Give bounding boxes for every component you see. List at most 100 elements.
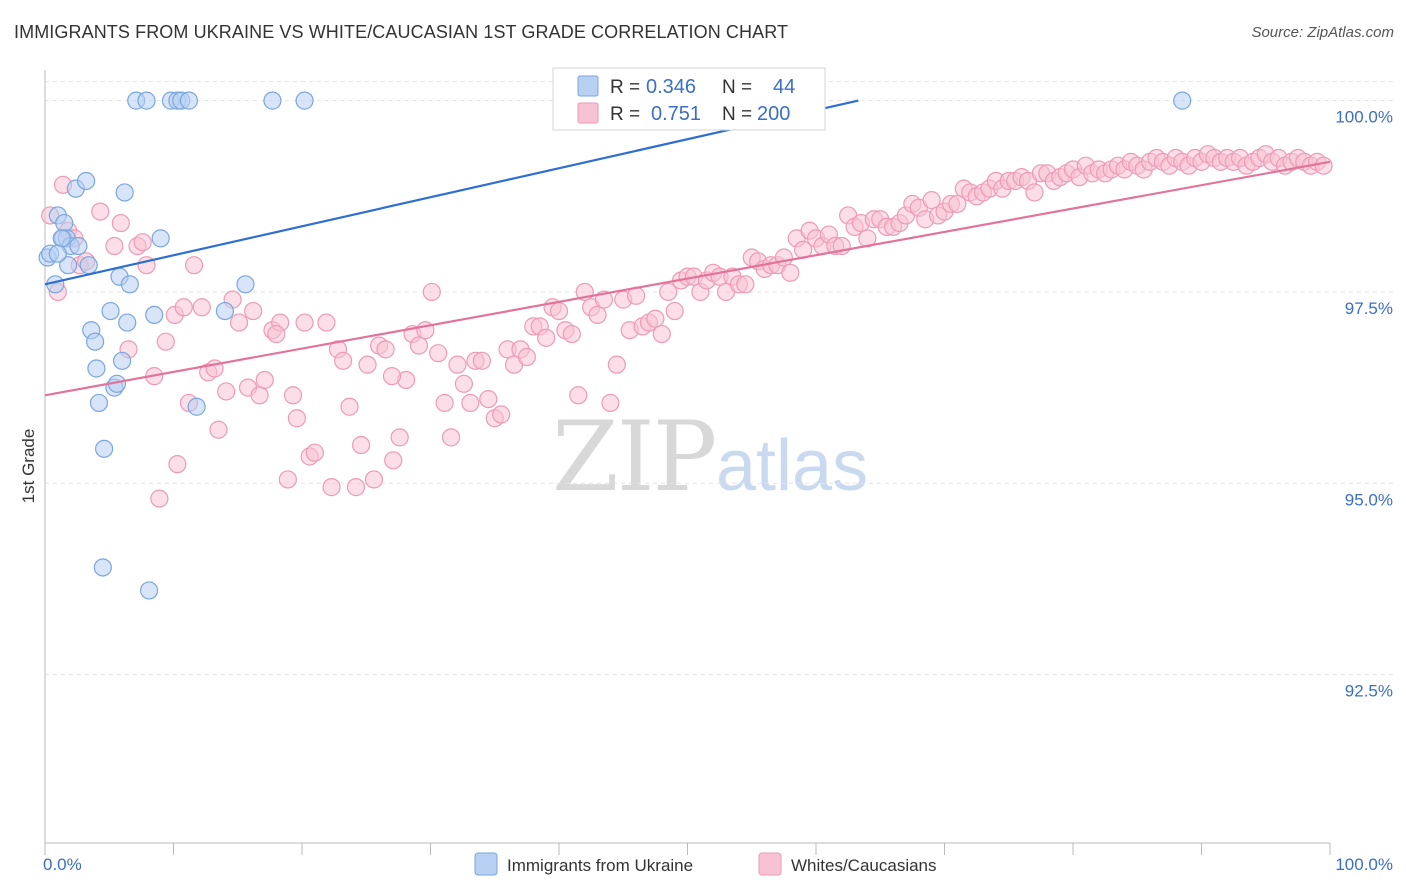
ukraine-point-43: [1173, 91, 1192, 110]
whites-point-81: [569, 386, 588, 405]
source-credit: Source: ZipAtlas.com: [1251, 24, 1394, 41]
ukraine-point-15: [89, 393, 109, 413]
whites-point-136: [922, 191, 941, 210]
ukraine-point-11: [77, 171, 96, 191]
stats-n-label-pink: N =: [722, 104, 752, 125]
whites-point-140: [948, 194, 967, 214]
whites-point-47: [352, 435, 371, 455]
x-tick-label-0: 0.0%: [43, 855, 82, 874]
ukraine-point-25: [120, 275, 139, 294]
ukraine-point-39: [295, 91, 314, 110]
whites-point-40: [305, 443, 324, 462]
whites-point-96: [665, 301, 684, 321]
ukraine-point-35: [187, 397, 206, 416]
stats-r-label-pink: R =: [610, 104, 640, 125]
watermark-zip: ZIP: [552, 401, 715, 513]
stats-r-value-blue: 0.346: [646, 76, 696, 98]
whites-point-45: [340, 397, 359, 416]
whites-point-76: [537, 328, 556, 347]
x-tick-label-1: 100.0%: [1335, 855, 1393, 874]
y-tick-labels: 92.5% 95.0% 97.5% 100.0%: [1335, 108, 1393, 701]
whites-point-9: [111, 213, 130, 233]
ukraine-point-29: [145, 305, 164, 325]
whites-point-87: [607, 355, 626, 374]
whites-point-93: [646, 309, 665, 328]
ukraine-point-16: [95, 439, 114, 458]
whites-point-80: [562, 324, 581, 344]
whites-point-49: [364, 470, 384, 489]
whites-point-46: [346, 478, 366, 497]
watermark: ZIP atlas: [552, 401, 868, 513]
stats-swatch-pink: [577, 102, 599, 124]
stats-n-value-blue: 44: [773, 76, 795, 98]
whites-point-73: [517, 347, 536, 367]
ukraine-point-42: [87, 359, 106, 378]
y-tick-label-3: 100.0%: [1335, 108, 1393, 127]
whites-point-16: [156, 332, 175, 351]
whites-point-32: [255, 370, 274, 390]
whites-point-78: [549, 301, 569, 321]
whites-point-84: [588, 305, 607, 325]
whites-point-44: [334, 351, 353, 370]
whites-point-38: [295, 313, 314, 332]
ukraine-point-24: [118, 313, 137, 332]
x-tick-labels: 0.0% 100.0%: [43, 855, 1393, 874]
whites-point-61: [441, 428, 461, 447]
series-legend: Immigrants from Ukraine Whites/Caucasian…: [474, 852, 937, 876]
whites-point-58: [422, 282, 441, 302]
ukraine-point-34: [179, 91, 199, 110]
whites-point-60: [435, 393, 454, 413]
whites-point-63: [454, 374, 474, 393]
whites-point-152: [1025, 183, 1044, 202]
legend-swatch-ukraine: [474, 852, 498, 876]
legend-swatch-whites: [758, 852, 782, 876]
ukraine-point-7: [59, 256, 78, 275]
trend-line-whites: [44, 160, 1331, 397]
whites-point-19: [174, 298, 193, 317]
whites-point-52: [384, 451, 403, 470]
whites-point-94: [652, 324, 671, 344]
stats-r-label-blue: R =: [610, 77, 640, 98]
ukraine-point-10: [69, 236, 88, 256]
whites-point-198: [382, 367, 402, 386]
whites-point-21: [184, 256, 204, 275]
whites-point-8: [105, 236, 124, 256]
whites-point-36: [283, 386, 303, 405]
whites-point-7: [91, 202, 110, 221]
ukraine-point-17: [93, 558, 112, 577]
whites-point-48: [358, 355, 377, 374]
chart-title: IMMIGRANTS FROM UKRAINE VS WHITE/CAUCASI…: [14, 22, 789, 42]
stats-swatch-blue: [577, 75, 599, 97]
whites-point-41: [317, 313, 336, 332]
whites-point-31: [250, 386, 269, 405]
whites-point-197: [1314, 156, 1333, 175]
whites-point-67: [479, 389, 498, 409]
trend-line-ukraine: [44, 99, 859, 286]
whites-point-114: [781, 263, 800, 282]
whites-point-28: [229, 313, 249, 332]
whites-point-26: [217, 382, 236, 401]
whites-point-15: [150, 489, 169, 508]
ukraine-point-28: [139, 581, 159, 600]
ukraine-point-41: [48, 244, 67, 263]
watermark-atlas: atlas: [716, 426, 868, 506]
legend-label-ukraine: Immigrants from Ukraine: [507, 856, 693, 875]
ukraine-point-30: [151, 229, 170, 248]
ukraine-point-37: [263, 91, 282, 110]
whites-point-56: [409, 336, 429, 355]
whites-point-42: [322, 478, 341, 497]
whites-point-69: [492, 405, 511, 424]
stats-legend: R = 0.346 N = 44 R = 0.751 N = 200: [552, 67, 826, 131]
whites-point-35: [278, 470, 297, 489]
stats-n-value-pink: 200: [757, 103, 790, 125]
whites-point-53: [390, 428, 409, 447]
stats-r-value-pink: 0.751: [651, 103, 701, 125]
y-tick-label-1: 95.0%: [1345, 490, 1393, 509]
ukraine-point-36: [215, 301, 234, 321]
whites-point-113: [774, 248, 793, 267]
whites-point-95: [659, 282, 678, 302]
trend-lines: [44, 99, 1331, 397]
whites-point-30: [244, 301, 263, 321]
stats-n-label-blue: N =: [722, 77, 752, 98]
y-tick-label-2: 97.5%: [1345, 299, 1393, 318]
